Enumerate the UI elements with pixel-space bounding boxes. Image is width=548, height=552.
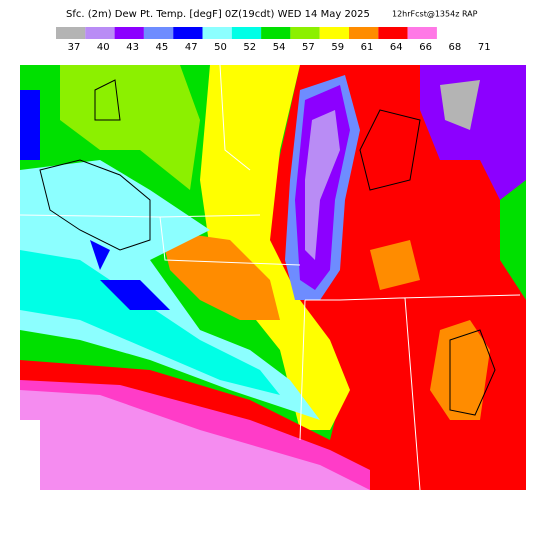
field-cyan (20, 250, 280, 395)
legend-swatch (85, 27, 115, 39)
legend-swatch (231, 27, 262, 39)
legend-swatch (173, 27, 203, 39)
legend-label: 68 (449, 42, 462, 53)
legend-swatch (261, 27, 291, 39)
legend-label: 50 (214, 42, 227, 53)
legend-swatch (407, 27, 437, 39)
contours (39, 79, 496, 416)
lake-inner (305, 110, 340, 260)
legend-swatch (349, 27, 379, 39)
map (19, 64, 526, 491)
field-orange-mid (370, 240, 420, 290)
field-yellow (200, 65, 350, 430)
field-gray-ne (440, 80, 480, 130)
legend-swatch (290, 27, 320, 39)
legend-swatch (202, 27, 232, 39)
legend-label: 40 (97, 42, 110, 53)
legend-label: 57 (302, 42, 315, 53)
legend-label: 66 (419, 42, 432, 53)
legend-swatch (56, 27, 86, 39)
legend-swatch (114, 27, 144, 39)
legend-label: 45 (156, 42, 169, 53)
colorbar: 37 40 43 45 47 50 52 54 57 59 61 64 66 68 71 (56, 27, 491, 53)
title: Sfc. (2m) Dew Pt. Temp. [degF] 0Z(19cdt)… (66, 9, 370, 20)
subtitle: 12hrFcst@1354z RAP (392, 10, 478, 19)
field-blue (20, 90, 170, 310)
outside (20, 420, 40, 490)
field-lightcyan (20, 160, 320, 420)
legend-swatch (319, 27, 349, 39)
legend-label: 52 (243, 42, 256, 53)
legend-label: 61 (361, 42, 374, 53)
legend-label: 37 (68, 42, 81, 53)
field-pink (20, 390, 370, 490)
contour (39, 79, 496, 416)
boundary (19, 64, 521, 491)
field-green-ne (500, 180, 526, 300)
legend-label: 71 (478, 42, 491, 53)
legend-label: 59 (331, 42, 344, 53)
legend-label: 54 (273, 42, 286, 53)
field-orange-east (430, 320, 490, 420)
legend-label: 64 (390, 42, 403, 53)
legend-label: 47 (185, 42, 198, 53)
field-orange (160, 230, 280, 320)
legend-label: 43 (126, 42, 139, 53)
legend-swatch (143, 27, 174, 39)
state-lines (19, 64, 521, 491)
legend-swatch (378, 27, 408, 39)
